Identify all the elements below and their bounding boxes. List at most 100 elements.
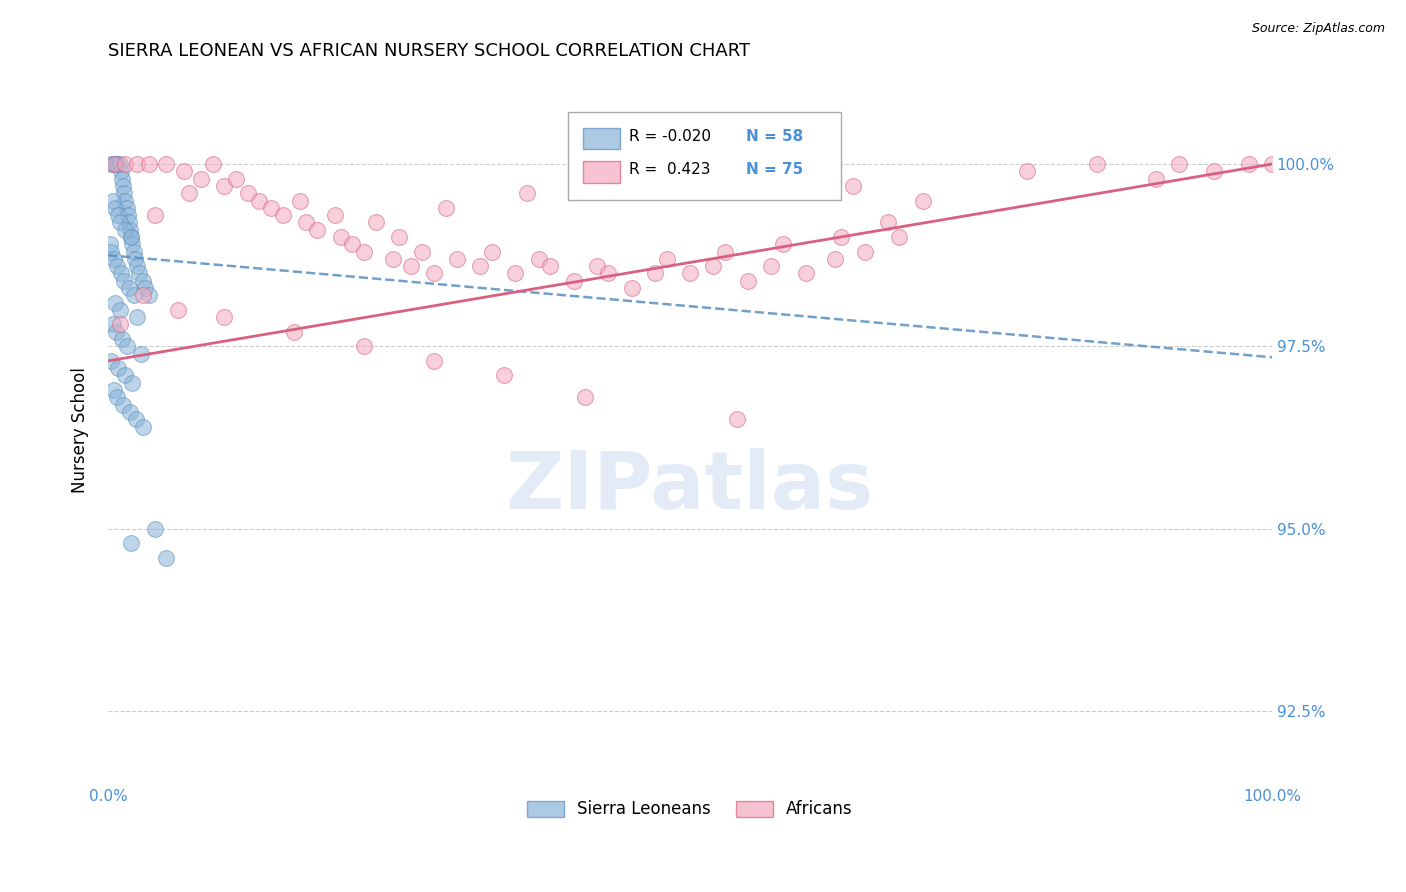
Point — [134, 281, 156, 295]
Point — [911, 194, 934, 208]
Point — [166, 302, 188, 317]
Point — [121, 376, 143, 390]
Legend: Sierra Leoneans, Africans: Sierra Leoneans, Africans — [520, 794, 859, 825]
Point — [288, 194, 311, 208]
Text: R = -0.020: R = -0.020 — [630, 129, 711, 145]
Point — [127, 157, 149, 171]
Point — [323, 208, 346, 222]
Point — [120, 222, 142, 236]
Point — [107, 361, 129, 376]
Point — [103, 383, 125, 397]
Point — [399, 259, 422, 273]
Point — [492, 368, 515, 383]
Point — [129, 346, 152, 360]
Point — [307, 222, 329, 236]
Point — [120, 536, 142, 550]
Point — [110, 267, 132, 281]
Point — [107, 208, 129, 222]
Point — [112, 398, 135, 412]
Point — [101, 194, 124, 208]
Point — [725, 412, 748, 426]
Point — [876, 215, 898, 229]
Point — [114, 157, 136, 171]
Point — [446, 252, 468, 266]
Point — [127, 259, 149, 273]
Point — [382, 252, 405, 266]
Point — [108, 157, 131, 171]
Point — [138, 288, 160, 302]
Point — [110, 164, 132, 178]
Point — [1261, 157, 1284, 171]
Point — [143, 522, 166, 536]
Point — [1167, 157, 1189, 171]
Point — [214, 310, 236, 325]
Point — [118, 281, 141, 295]
FancyBboxPatch shape — [583, 161, 620, 183]
Point — [364, 215, 387, 229]
Point — [481, 244, 503, 259]
Point — [105, 390, 128, 404]
Point — [423, 354, 446, 368]
Point — [329, 230, 352, 244]
Point — [105, 259, 128, 273]
Point — [108, 318, 131, 332]
Point — [111, 332, 134, 346]
Point — [853, 244, 876, 259]
Point — [761, 259, 783, 273]
Point — [115, 201, 138, 215]
Point — [598, 267, 620, 281]
Point — [1085, 157, 1108, 171]
Point — [100, 354, 122, 368]
Point — [470, 259, 492, 273]
Point — [201, 157, 224, 171]
Point — [101, 318, 124, 332]
Point — [737, 274, 759, 288]
Point — [260, 201, 283, 215]
Point — [353, 339, 375, 353]
Point — [644, 267, 666, 281]
Point — [104, 295, 127, 310]
Point — [794, 267, 817, 281]
Point — [105, 325, 128, 339]
Point — [125, 412, 148, 426]
Point — [516, 186, 538, 201]
Point — [179, 186, 201, 201]
Text: N = 58: N = 58 — [745, 129, 803, 145]
Point — [155, 550, 177, 565]
FancyBboxPatch shape — [583, 128, 620, 150]
Point — [353, 244, 375, 259]
Point — [127, 310, 149, 325]
Point — [114, 194, 136, 208]
Point — [117, 208, 139, 222]
Point — [889, 230, 911, 244]
Point — [115, 339, 138, 353]
Point — [236, 186, 259, 201]
Point — [105, 157, 128, 171]
Point — [103, 252, 125, 266]
Point — [225, 171, 247, 186]
Point — [772, 237, 794, 252]
Point — [342, 237, 364, 252]
Point — [842, 178, 865, 193]
Point — [434, 201, 457, 215]
Point — [155, 157, 177, 171]
Text: N = 75: N = 75 — [745, 162, 803, 178]
Point — [124, 252, 146, 266]
Point — [423, 267, 446, 281]
Point — [120, 230, 142, 244]
Point — [574, 390, 596, 404]
Point — [620, 281, 643, 295]
Point — [108, 215, 131, 229]
Point — [214, 178, 236, 193]
Text: R =  0.423: R = 0.423 — [630, 162, 711, 178]
Point — [112, 186, 135, 201]
Point — [527, 252, 550, 266]
Point — [190, 171, 212, 186]
Point — [271, 208, 294, 222]
Point — [609, 171, 631, 186]
Point — [105, 157, 128, 171]
Point — [132, 288, 155, 302]
Point — [411, 244, 433, 259]
Point — [388, 230, 411, 244]
Point — [114, 222, 136, 236]
